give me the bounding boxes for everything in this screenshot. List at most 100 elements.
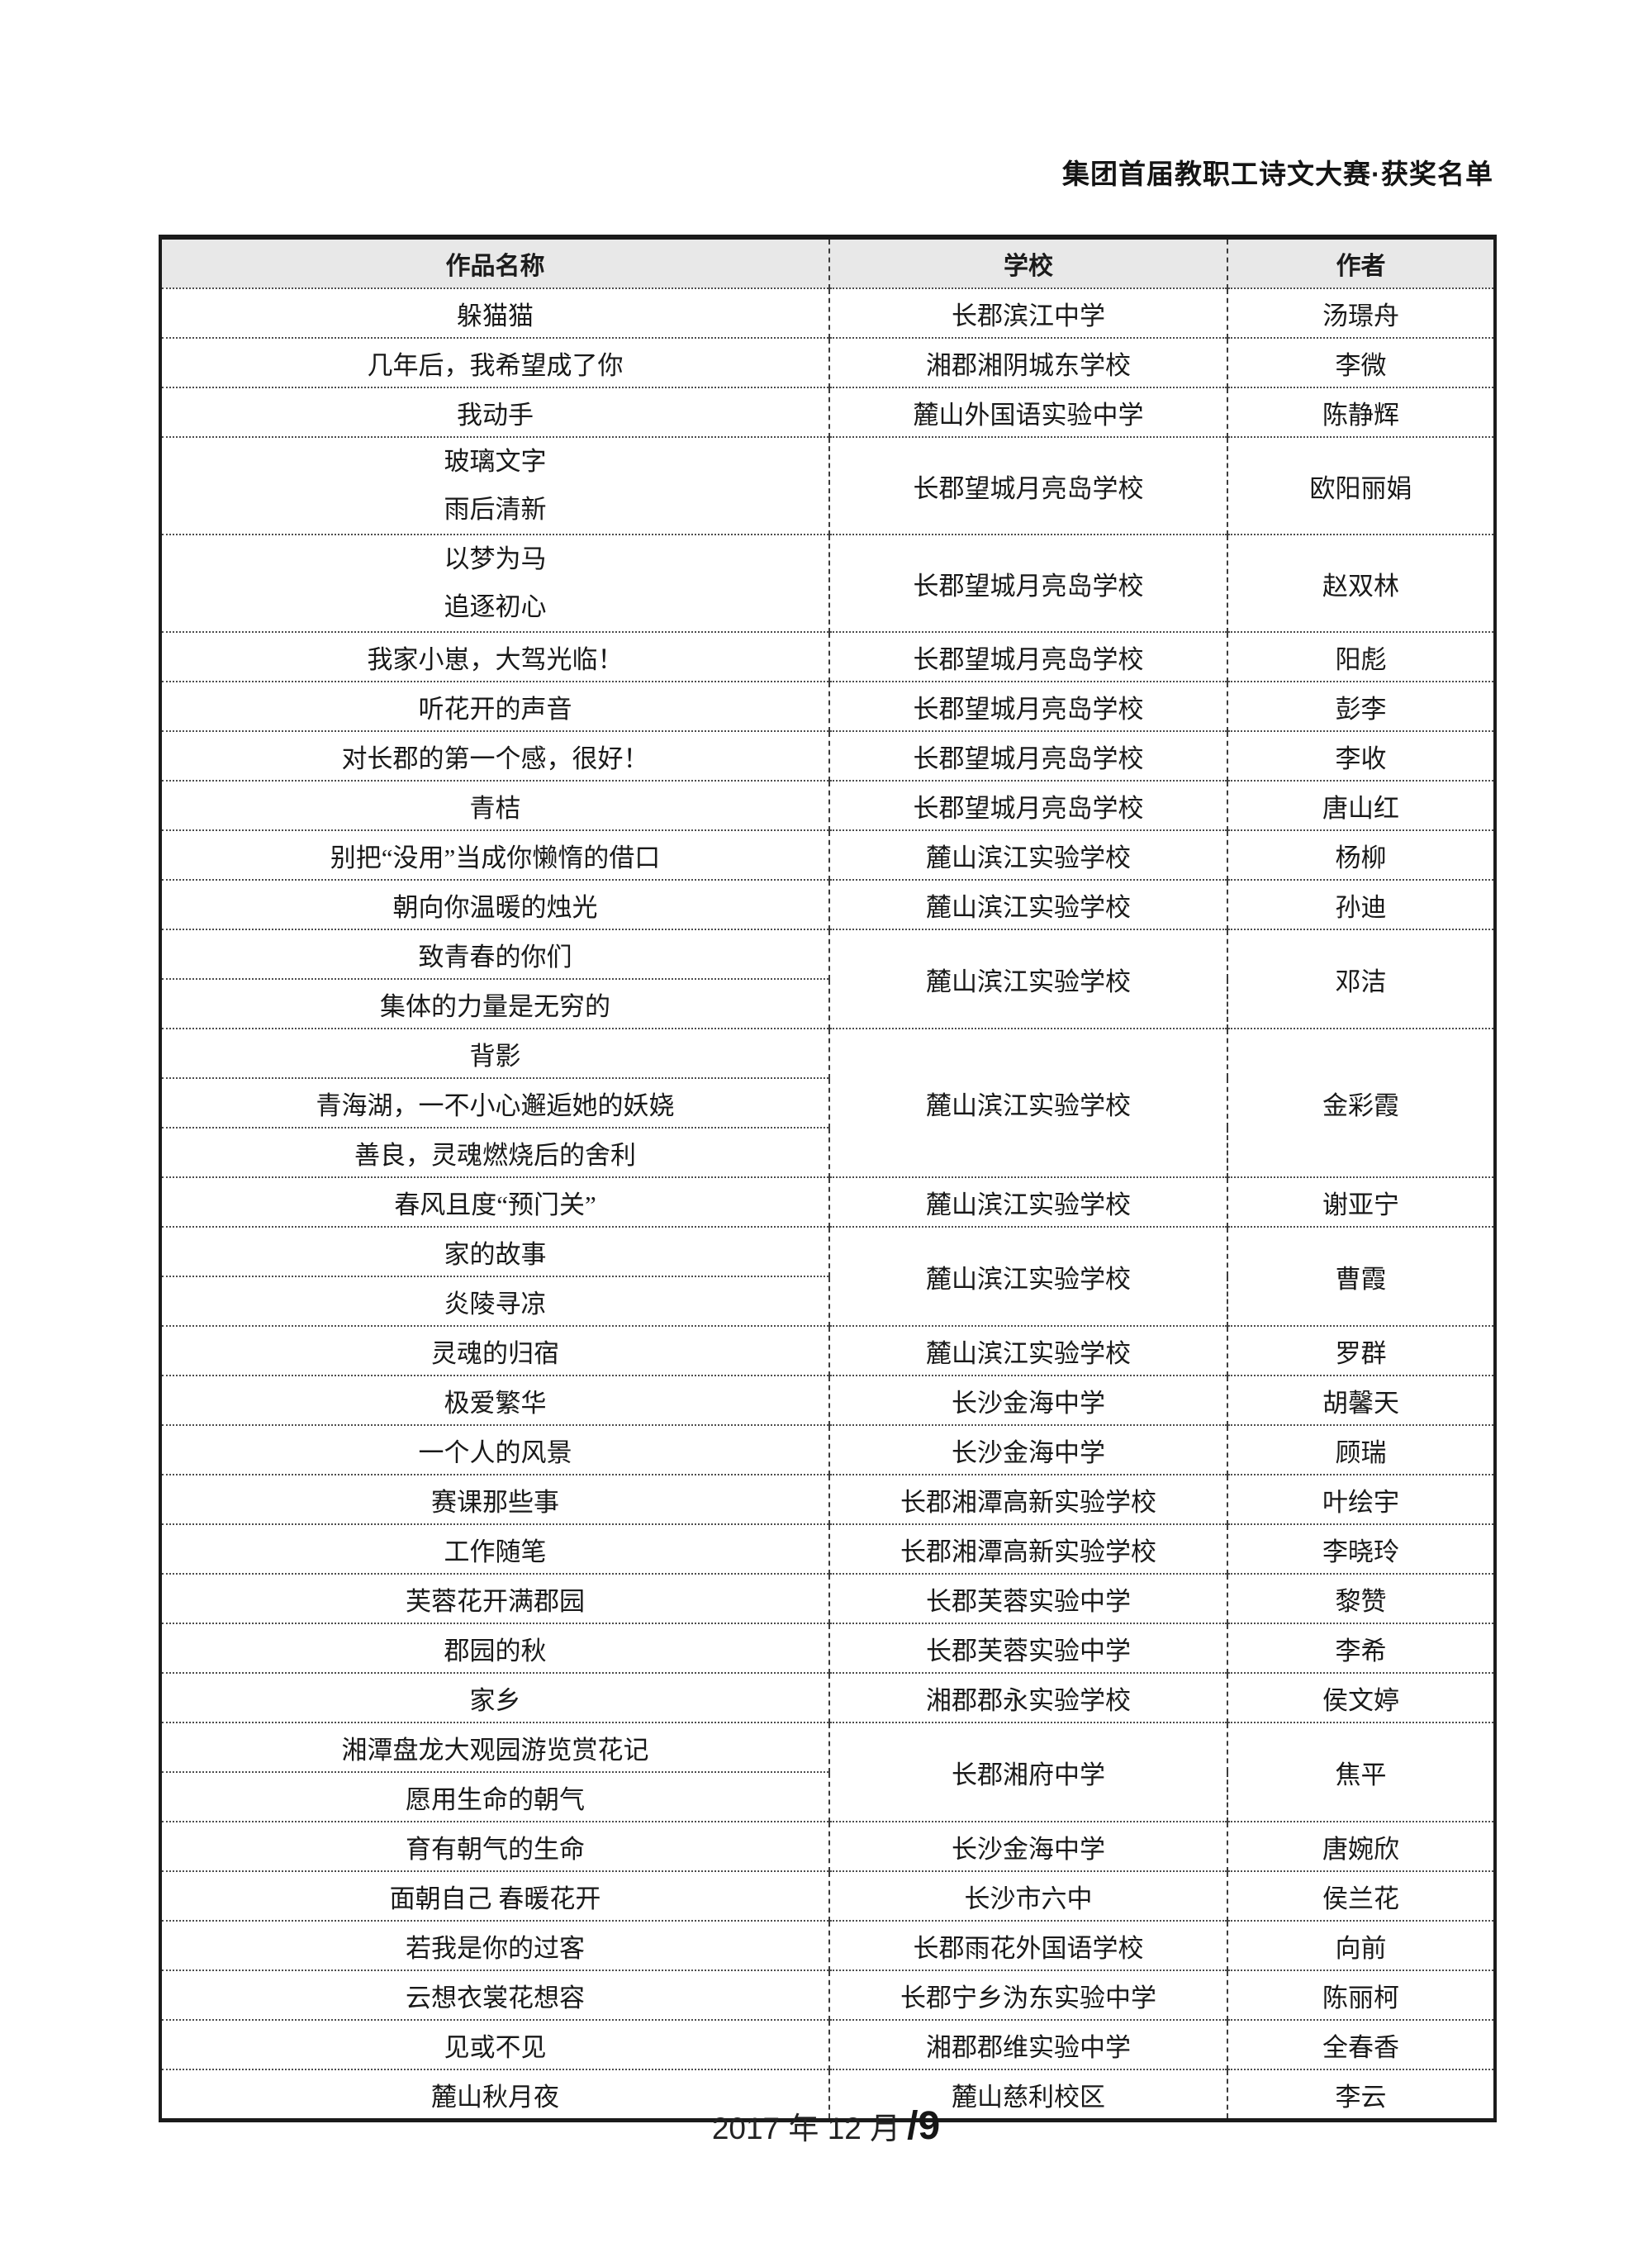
work-title-cell: 见或不见 [160, 2019, 830, 2069]
school-cell: 长郡芙蓉实验中学 [829, 1623, 1228, 1673]
work-title-line: 玻璃文字 [444, 447, 547, 476]
school-cell: 长郡望城月亮岛学校 [829, 631, 1228, 682]
school-cell: 长郡雨花外国语学校 [829, 1920, 1228, 1970]
header-row: 作品名称 学校 作者 [160, 237, 1495, 289]
school-cell: 长郡芙蓉实验中学 [829, 1573, 1228, 1623]
author-cell: 陈丽柯 [1227, 1970, 1495, 2020]
school-cell: 麓山滨江实验学校 [829, 829, 1228, 880]
work-title-cell: 青桔 [160, 780, 830, 830]
school-cell: 麓山滨江实验学校 [829, 1226, 1228, 1326]
author-cell: 汤璟舟 [1227, 287, 1495, 338]
table-row: 我家小崽，大驾光临！ 长郡望城月亮岛学校 阳彪 [160, 631, 1495, 682]
work-title-cell: 以梦为马 追逐初心 [160, 534, 830, 632]
school-cell: 长郡望城月亮岛学校 [829, 730, 1228, 781]
school-cell: 湘郡郡永实验学校 [829, 1672, 1228, 1722]
work-title-cell: 集体的力量是无穷的 [160, 978, 830, 1029]
table-row: 郡园的秋 长郡芙蓉实验中学 李希 [160, 1623, 1495, 1673]
page-footer: 2017 年 12 月/9 [0, 2103, 1652, 2149]
author-cell: 李云 [1227, 2069, 1495, 2121]
author-cell: 谢亚宁 [1227, 1176, 1495, 1227]
work-title-cell: 工作随笔 [160, 1523, 830, 1574]
school-cell: 长郡湘潭高新实验学校 [829, 1474, 1228, 1524]
author-cell: 侯文婷 [1227, 1672, 1495, 1722]
author-cell: 李晓玲 [1227, 1523, 1495, 1574]
school-cell: 长沙金海中学 [829, 1375, 1228, 1425]
school-cell: 麓山外国语实验中学 [829, 387, 1228, 437]
work-title-cell: 我动手 [160, 387, 830, 437]
work-title-cell: 几年后，我希望成了你 [160, 337, 830, 387]
school-cell: 麓山滨江实验学校 [829, 1176, 1228, 1227]
author-cell: 黎赞 [1227, 1573, 1495, 1623]
work-title-cell: 玻璃文字 雨后清新 [160, 436, 830, 535]
school-cell: 麓山滨江实验学校 [829, 1028, 1228, 1177]
school-cell: 长郡滨江中学 [829, 287, 1228, 338]
school-cell: 长郡望城月亮岛学校 [829, 780, 1228, 830]
table-row: 若我是你的过客 长郡雨花外国语学校 向前 [160, 1920, 1495, 1970]
work-title-line: 雨后清新 [444, 495, 547, 524]
author-cell: 胡馨天 [1227, 1375, 1495, 1425]
work-title-cell: 若我是你的过客 [160, 1920, 830, 1970]
school-cell: 长郡望城月亮岛学校 [829, 534, 1228, 632]
table-row: 见或不见 湘郡郡维实验中学 全春香 [160, 2019, 1495, 2069]
author-cell: 赵双林 [1227, 534, 1495, 632]
work-title-cell: 对长郡的第一个感，很好！ [160, 730, 830, 781]
table-row: 我动手 麓山外国语实验中学 陈静辉 [160, 387, 1495, 437]
author-cell: 邓洁 [1227, 929, 1495, 1029]
work-title-cell: 郡园的秋 [160, 1623, 830, 1673]
work-title-cell: 极爱繁华 [160, 1375, 830, 1425]
school-cell: 长郡望城月亮岛学校 [829, 681, 1228, 731]
author-cell: 全春香 [1227, 2019, 1495, 2069]
author-cell: 唐婉欣 [1227, 1821, 1495, 1871]
table-row: 别把“没用”当成你懒惰的借口 麓山滨江实验学校 杨柳 [160, 829, 1495, 880]
author-cell: 唐山红 [1227, 780, 1495, 830]
author-cell: 罗群 [1227, 1325, 1495, 1376]
table-row: 灵魂的归宿 麓山滨江实验学校 罗群 [160, 1325, 1495, 1376]
table-row: 育有朝气的生命 长沙金海中学 唐婉欣 [160, 1821, 1495, 1871]
work-title-cell: 背影 [160, 1028, 830, 1078]
table-row: 善良，灵魂燃烧后的舍利 [160, 1127, 1495, 1177]
table-row: 青桔 长郡望城月亮岛学校 唐山红 [160, 780, 1495, 830]
work-title-cell: 芙蓉花开满郡园 [160, 1573, 830, 1623]
table-row: 家乡 湘郡郡永实验学校 侯文婷 [160, 1672, 1495, 1722]
author-cell: 顾瑞 [1227, 1424, 1495, 1475]
table-row: 麓山秋月夜 麓山慈利校区 李云 [160, 2069, 1495, 2121]
author-cell: 曹霞 [1227, 1226, 1495, 1326]
author-cell: 李希 [1227, 1623, 1495, 1673]
author-cell: 彭李 [1227, 681, 1495, 731]
work-title-cell: 听花开的声音 [160, 681, 830, 731]
table-row: 湘潭盘龙大观园游览赏花记 长郡湘府中学 焦平 [160, 1722, 1495, 1822]
table-row: 听花开的声音 长郡望城月亮岛学校 彭李 [160, 681, 1495, 731]
author-cell: 焦平 [1227, 1722, 1495, 1822]
work-title-cell: 灵魂的归宿 [160, 1325, 830, 1376]
author-cell: 阳彪 [1227, 631, 1495, 682]
school-cell: 麓山滨江实验学校 [829, 929, 1228, 1029]
author-cell: 陈静辉 [1227, 387, 1495, 437]
table-row: 芙蓉花开满郡园 长郡芙蓉实验中学 黎赞 [160, 1573, 1495, 1623]
table-row: 对长郡的第一个感，很好！ 长郡望城月亮岛学校 李收 [160, 730, 1495, 781]
school-cell: 麓山滨江实验学校 [829, 1325, 1228, 1376]
author-cell: 欧阳丽娟 [1227, 436, 1495, 535]
table-row: 云想衣裳花想容 长郡宁乡沩东实验中学 陈丽柯 [160, 1970, 1495, 2020]
work-title-cell: 湘潭盘龙大观园游览赏花记 [160, 1722, 830, 1772]
work-title-cell: 致青春的你们 [160, 929, 830, 979]
table-row: 赛课那些事 长郡湘潭高新实验学校 叶绘宇 [160, 1474, 1495, 1524]
work-title-cell: 麓山秋月夜 [160, 2069, 830, 2121]
work-title-cell: 躲猫猫 [160, 287, 830, 338]
footer-page-number: /9 [907, 2104, 941, 2148]
table-row: 以梦为马 追逐初心 长郡望城月亮岛学校 赵双林 [160, 534, 1495, 632]
table-row: 玻璃文字 雨后清新 长郡望城月亮岛学校 欧阳丽娟 [160, 436, 1495, 535]
school-cell: 长郡湘潭高新实验学校 [829, 1523, 1228, 1574]
awards-table-head: 作品名称 学校 作者 [160, 237, 1495, 289]
table-row: 春风且度“预门关” 麓山滨江实验学校 谢亚宁 [160, 1176, 1495, 1227]
table-row: 一个人的风景 长沙金海中学 顾瑞 [160, 1424, 1495, 1475]
author-cell: 侯兰花 [1227, 1870, 1495, 1921]
author-cell: 李微 [1227, 337, 1495, 387]
table-row: 背影 麓山滨江实验学校 金彩霞 [160, 1028, 1495, 1177]
school-cell: 湘郡湘阴城东学校 [829, 337, 1228, 387]
work-title-cell: 家乡 [160, 1672, 830, 1722]
school-cell: 长郡湘府中学 [829, 1722, 1228, 1822]
author-cell: 叶绘宇 [1227, 1474, 1495, 1524]
school-cell: 长郡望城月亮岛学校 [829, 436, 1228, 535]
table-row: 愿用生命的朝气 [160, 1771, 1495, 1822]
work-title-cell: 青海湖，一不小心邂逅她的妖娆 [160, 1077, 830, 1128]
